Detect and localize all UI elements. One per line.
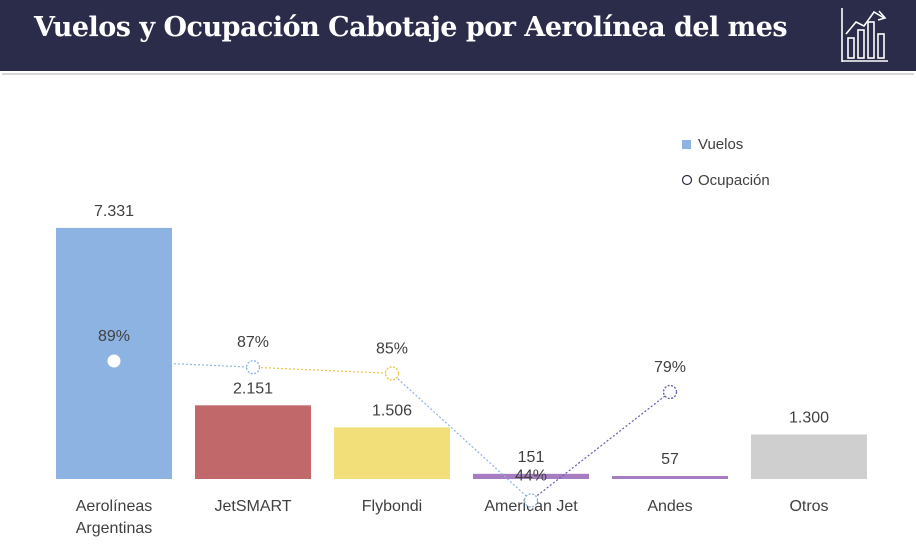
page-title: Vuelos y Ocupación Cabotaje por Aerolíne… <box>34 12 788 43</box>
bar-value-label-0: 7.331 <box>94 203 134 220</box>
bar-0 <box>56 227 172 479</box>
occupancy-point-1 <box>245 360 261 375</box>
occupancy-line-segment-3 <box>530 391 671 501</box>
occupancy-line-segment-0 <box>113 360 254 368</box>
occupancy-label-1: 87% <box>237 334 269 351</box>
legend-label-ocupacion: Ocupación <box>698 172 770 189</box>
bar-2 <box>334 427 450 479</box>
occupancy-point-2 <box>384 366 400 381</box>
occupancy-label-0: 89% <box>98 328 130 345</box>
bar-5 <box>751 434 867 479</box>
bar-value-label-3: 151 <box>518 449 545 466</box>
bar-chart-trend-icon <box>841 8 888 62</box>
bar-4 <box>612 476 728 479</box>
category-label-1: JetSMART <box>214 498 291 515</box>
bar-value-label-5: 1.300 <box>789 409 829 426</box>
bar-3 <box>473 473 589 479</box>
occupancy-label-4: 79% <box>654 359 686 376</box>
category-label-2: Flybondi <box>362 498 422 515</box>
occupancy-point-3 <box>523 493 539 508</box>
category-label-0-0: Aerolíneas <box>76 498 153 515</box>
legend-label-vuelos: Vuelos <box>698 136 743 153</box>
header-bar: Vuelos y Ocupación Cabotaje por Aerolíne… <box>0 0 916 71</box>
legend-swatch-vuelos <box>682 140 691 149</box>
chart-panel: 7.331 Aerolíneas Argentinas 2.151 JetSMART 1.… <box>2 73 914 548</box>
occupancy-line-segment-1 <box>252 366 393 375</box>
occupancy-label-3: 44% <box>515 467 547 484</box>
bar-value-label-2: 1.506 <box>372 402 412 419</box>
chart: 7.331 Aerolíneas Argentinas 2.151 JetSMART 1.… <box>56 136 867 537</box>
occupancy-point-0 <box>107 354 121 368</box>
bar-1 <box>195 405 311 479</box>
occupancy-line-segment-2 <box>391 372 532 501</box>
category-label-0-1: Argentinas <box>76 520 153 537</box>
occupancy-label-2: 85% <box>376 340 408 357</box>
bar-value-label-4: 57 <box>661 451 679 468</box>
occupancy-point-4 <box>662 384 678 400</box>
category-label-5: Otros <box>789 498 828 515</box>
bar-value-label-1: 2.151 <box>233 380 273 397</box>
category-label-4: Andes <box>647 498 692 515</box>
legend-marker-ocupacion <box>681 174 693 186</box>
